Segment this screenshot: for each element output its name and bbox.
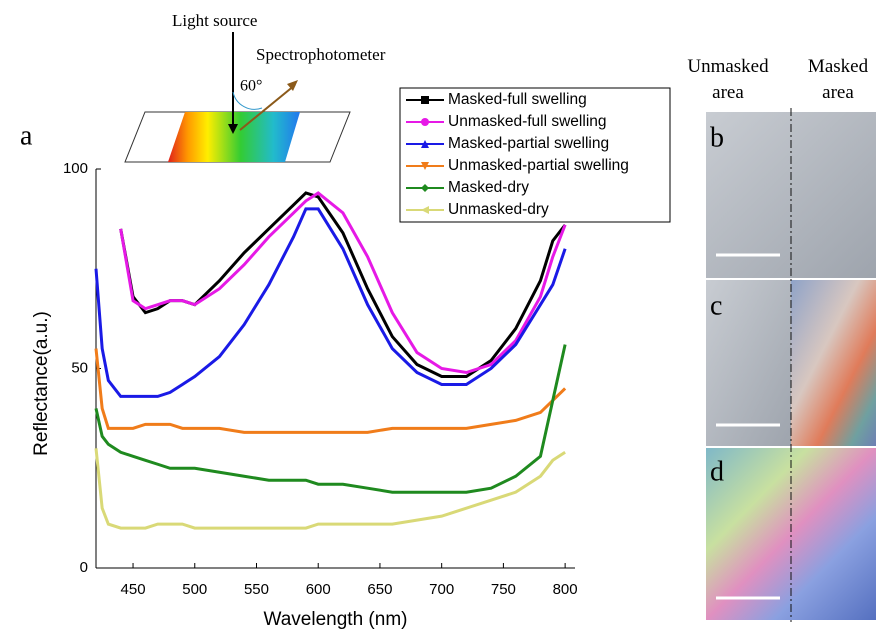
legend-label: Unmasked-dry [448, 201, 549, 218]
legend-label: Masked-full swelling [448, 91, 587, 108]
legend-marker [421, 140, 429, 148]
column-header: Masked area [808, 56, 869, 103]
y-tick-label: 0 [80, 559, 88, 576]
legend-label: Masked-dry [448, 179, 529, 196]
y-tick-label: 100 [63, 160, 88, 177]
legend-label: Unmasked-full swelling [448, 113, 607, 130]
series-line [94, 344, 567, 494]
panel-label: a [20, 120, 33, 151]
x-tick-label: 800 [553, 581, 578, 598]
legend-marker [421, 162, 429, 170]
x-tick-label: 450 [121, 581, 146, 598]
x-tick-label: 550 [244, 581, 269, 598]
angle-arc [232, 91, 263, 110]
photo-c-left [706, 280, 791, 446]
spectro-label: Spectrophotometer [256, 45, 386, 64]
sample-film [168, 112, 300, 162]
x-tick-label: 750 [491, 581, 516, 598]
legend-marker [421, 96, 429, 104]
x-tick-label: 500 [182, 581, 207, 598]
series-line [94, 207, 567, 398]
y-tick-label: 50 [71, 359, 88, 376]
reflect-arrow [239, 84, 296, 131]
panel-label: c [710, 290, 722, 321]
x-tick-label: 700 [429, 581, 454, 598]
legend-marker [421, 118, 429, 126]
legend-label: Unmasked-partial swelling [448, 157, 629, 174]
angle-label: 60° [240, 78, 262, 95]
legend-box [399, 87, 671, 223]
legend-marker [421, 206, 429, 214]
x-tick-label: 650 [367, 581, 392, 598]
legend-marker [421, 184, 429, 192]
legend-label: Masked-partial swelling [448, 135, 609, 152]
light-source-label: Light source [172, 11, 257, 30]
photo-c-right [791, 280, 876, 446]
series-line [119, 191, 567, 375]
y-axis-label: Reflectance(a.u.) [31, 311, 52, 456]
arrow-head [287, 80, 298, 91]
series-line [94, 448, 566, 530]
arrow-head [228, 124, 238, 134]
panel-label: d [710, 456, 724, 487]
x-axis-label: Wavelength (nm) [264, 609, 408, 630]
x-tick-label: 600 [306, 581, 331, 598]
panel-label: b [710, 122, 724, 153]
column-header: Unmasked area [687, 56, 769, 103]
series-line [94, 348, 567, 434]
